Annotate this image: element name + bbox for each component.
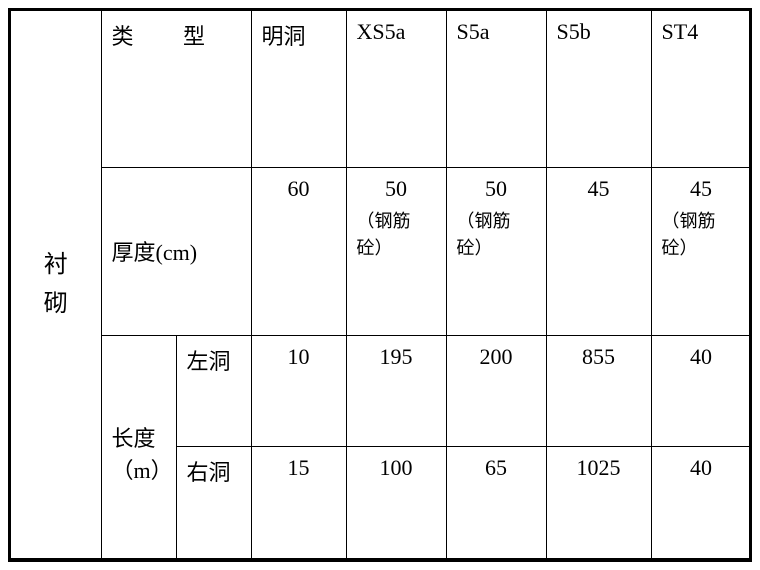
length-left-value: 40 (651, 335, 751, 447)
length-left-value: 855 (546, 335, 651, 447)
length-right-value: 40 (651, 447, 751, 559)
type-header-cell: 类 型 (101, 11, 251, 167)
thickness-note: （钢筋砼） (662, 208, 741, 262)
length-right-value: 100 (346, 447, 446, 559)
thickness-label: 厚度(cm) (112, 240, 198, 265)
length-left-value: 195 (346, 335, 446, 447)
length-label-cell: 长度（m） (101, 335, 176, 558)
column-header: XS5a (346, 11, 446, 167)
lining-table: 衬 砌 类 型 明洞 XS5a S5a S5b ST4 厚度(cm) 60 50… (11, 11, 752, 559)
column-header: ST4 (651, 11, 751, 167)
thickness-cell: 45 （钢筋砼） (651, 167, 751, 335)
lining-table-container: 衬 砌 类 型 明洞 XS5a S5a S5b ST4 厚度(cm) 60 50… (8, 8, 752, 562)
thickness-value: 45 (557, 176, 641, 202)
length-right-label: 右洞 (176, 447, 251, 559)
length-left-label: 左洞 (176, 335, 251, 447)
thickness-label-cell: 厚度(cm) (101, 167, 251, 335)
table-row: 衬 砌 类 型 明洞 XS5a S5a S5b ST4 (11, 11, 751, 167)
column-header: S5b (546, 11, 651, 167)
length-right-value: 65 (446, 447, 546, 559)
thickness-cell: 50 （钢筋砼） (346, 167, 446, 335)
thickness-value: 45 (662, 176, 741, 202)
row-group-label: 衬 砌 (11, 11, 101, 559)
length-left-value: 10 (251, 335, 346, 447)
length-right-value: 15 (251, 447, 346, 559)
table-row: 厚度(cm) 60 50 （钢筋砼） 50 （钢筋砼） 45 45 （钢筋砼） (11, 167, 751, 335)
thickness-cell: 60 (251, 167, 346, 335)
type-header: 类 型 (112, 24, 228, 49)
column-header: 明洞 (251, 11, 346, 167)
length-left-value: 200 (446, 335, 546, 447)
row-label-char-2: 砌 (21, 285, 91, 323)
thickness-note: （钢筋砼） (357, 208, 436, 262)
thickness-cell: 45 (546, 167, 651, 335)
thickness-value: 60 (262, 176, 336, 202)
thickness-cell: 50 （钢筋砼） (446, 167, 546, 335)
length-right-value: 1025 (546, 447, 651, 559)
table-row: 长度（m） 左洞 10 195 200 855 40 (11, 335, 751, 447)
column-header: S5a (446, 11, 546, 167)
row-label-char-1: 衬 (21, 246, 91, 284)
thickness-value: 50 (357, 176, 436, 202)
length-label: 长度（m） (112, 426, 173, 483)
thickness-value: 50 (457, 176, 536, 202)
thickness-note: （钢筋砼） (457, 208, 536, 262)
